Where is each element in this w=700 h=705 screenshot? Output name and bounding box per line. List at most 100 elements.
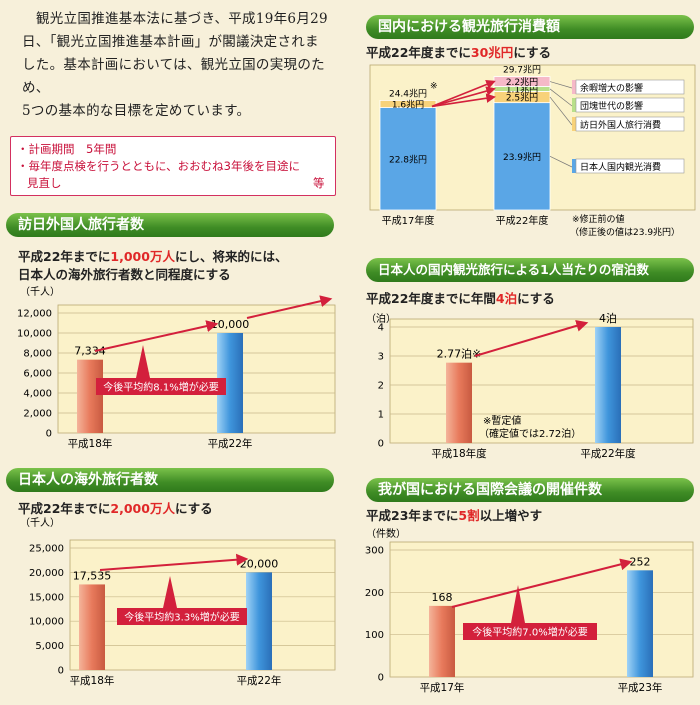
segment-label: 23.9兆円 bbox=[503, 152, 541, 163]
inbound-chart: （千人） 0 2,000 4,000 6,000 8,000 10,000 12,000 7,3… bbox=[17, 286, 336, 450]
y-axis-label: （泊） bbox=[366, 313, 396, 325]
consumption-header: 国内における観光旅行消費額 bbox=[366, 15, 694, 39]
legend-leader bbox=[549, 96, 573, 126]
tick-label: 2,000 bbox=[23, 409, 52, 420]
tick-label: 12,000 bbox=[17, 309, 52, 320]
growth-arrow bbox=[99, 553, 249, 571]
category-label: 平成18年度 bbox=[431, 447, 487, 460]
data-label: 7,334 bbox=[74, 345, 106, 358]
annotation-box bbox=[96, 378, 226, 395]
annotation-text: 今後平均約8.1%増が必要 bbox=[103, 381, 218, 394]
legend-label: 余暇増大の影響 bbox=[580, 82, 643, 94]
growth-arrow bbox=[474, 319, 589, 357]
growth-arrow bbox=[431, 86, 496, 108]
data-label: 252 bbox=[630, 555, 651, 568]
tick-label: 0 bbox=[378, 673, 384, 684]
total-label: 29.7兆円 bbox=[503, 65, 541, 76]
legend-label: 団塊世代の影響 bbox=[580, 100, 643, 112]
footnote: ※暫定値 bbox=[483, 414, 521, 427]
tick-label: 10,000 bbox=[29, 617, 64, 628]
bar bbox=[595, 327, 621, 443]
segment-label: 1.6兆円 bbox=[392, 99, 424, 110]
intro-line: 日、「観光立国推進基本計画」が閣議決定されま bbox=[22, 34, 319, 50]
growth-arrow bbox=[431, 79, 496, 108]
bar bbox=[246, 572, 272, 670]
inbound-header: 訪日外国人旅行者数 bbox=[6, 213, 334, 237]
tick-label: 2 bbox=[378, 381, 384, 392]
tick-label: 4,000 bbox=[23, 389, 52, 400]
bar bbox=[627, 570, 653, 677]
note-line: ・毎年度点検を行うとともに、おおむね3年後を目途に bbox=[17, 159, 300, 173]
tick-label: 15,000 bbox=[29, 592, 64, 603]
category-label: 平成22年度 bbox=[580, 447, 636, 460]
tick-label: 25,000 bbox=[29, 544, 64, 555]
category-label: 平成18年 bbox=[70, 674, 115, 687]
bar bbox=[79, 584, 105, 670]
annotation-box bbox=[463, 623, 597, 640]
plot-area bbox=[57, 304, 336, 434]
category-label: 平成22年度 bbox=[496, 214, 549, 227]
outbound-chart: （千人） 0 5,000 10,000 15,000 20,000 25,000 17,535… bbox=[20, 517, 336, 687]
consumption-chart: 22.8兆円1.6兆円24.4兆円平成17年度23.9兆円2.5兆円1.1兆円2… bbox=[369, 65, 696, 238]
conferences-subtitle: 平成23年までに5割以上増やす bbox=[366, 508, 543, 523]
footnote: （確定値では2.72泊） bbox=[479, 427, 581, 440]
note-line: 見直し bbox=[27, 176, 62, 190]
y-axis-label: （千人） bbox=[20, 517, 60, 529]
asterisk: ※ bbox=[430, 81, 438, 91]
footnote: ※修正前の値 bbox=[572, 213, 625, 225]
legend-leader bbox=[549, 88, 573, 107]
data-label: 20,000 bbox=[240, 557, 279, 570]
stack-segment bbox=[379, 107, 437, 211]
data-label: 2.77泊※ bbox=[437, 348, 482, 361]
legend-swatch bbox=[572, 80, 576, 94]
tick-label: 100 bbox=[365, 630, 384, 641]
tick-label: 300 bbox=[365, 546, 384, 557]
legend-box bbox=[575, 158, 685, 174]
stays-subtitle: 平成22年度までに年間4泊にする bbox=[366, 291, 555, 306]
note-line-end: 等 bbox=[313, 176, 325, 190]
data-label: 168 bbox=[432, 591, 453, 604]
legend-box bbox=[575, 79, 685, 95]
stack-segment bbox=[493, 102, 551, 211]
tick-label: 6,000 bbox=[23, 369, 52, 380]
plot-area bbox=[389, 318, 694, 444]
category-label: 平成22年 bbox=[237, 674, 282, 687]
segment-label: 1.1兆円 bbox=[506, 84, 538, 95]
y-axis-label: （千人） bbox=[20, 286, 60, 298]
tick-label: 0 bbox=[58, 666, 64, 677]
segment-label: 22.8兆円 bbox=[389, 154, 427, 165]
tick-label: 4 bbox=[378, 323, 384, 334]
data-label: 4泊 bbox=[599, 312, 617, 325]
inbound-subtitle: 平成22年までに1,000万人にし、将来的には、 bbox=[18, 249, 288, 264]
conferences-header: 我が国における国際会議の開催件数 bbox=[366, 478, 694, 502]
stays-header: 日本人の国内観光旅行による1人当たりの宿泊数 bbox=[366, 258, 694, 282]
intro-paragraph: 観光立国推進基本法に基づき、平成19年6月29 日、「観光立国推進基本計画」が閣… bbox=[22, 8, 340, 123]
category-label: 平成22年 bbox=[208, 437, 253, 450]
tick-label: 5,000 bbox=[35, 641, 64, 652]
category-label: 平成23年 bbox=[618, 681, 663, 694]
legend-leader bbox=[549, 156, 573, 168]
data-label: 17,535 bbox=[73, 569, 112, 582]
footnote: （修正後の値は23.9兆円） bbox=[570, 226, 680, 238]
note-line: ・計画期間 5年間 bbox=[17, 142, 117, 156]
tick-label: 20,000 bbox=[29, 568, 64, 579]
intro-line: 観光立国推進基本法に基づき、平成19年6月29 bbox=[36, 11, 328, 27]
annotation-text: 今後平均約3.3%増が必要 bbox=[124, 611, 239, 624]
plan-notes-box: ・計画期間 5年間 ・毎年度点検を行うとともに、おおむね3年後を目途に 見直し … bbox=[10, 136, 336, 196]
segment-label: 2.5兆円 bbox=[506, 93, 538, 104]
legend-leader bbox=[549, 81, 573, 89]
legend-label: 訪日外国人旅行消費 bbox=[580, 119, 661, 131]
bar bbox=[77, 359, 103, 433]
category-label: 平成18年 bbox=[68, 437, 113, 450]
plot-area bbox=[69, 539, 336, 671]
growth-arrow-extension bbox=[246, 295, 333, 319]
tick-label: 200 bbox=[365, 588, 384, 599]
inbound-subtitle-line2: 日本人の海外旅行者数と同程度にする bbox=[18, 267, 231, 282]
category-label: 平成17年度 bbox=[382, 214, 435, 227]
legend-box bbox=[575, 97, 685, 113]
intro-line: した。基本計画においては、観光立国の実現のため、 bbox=[22, 57, 325, 96]
legend-swatch bbox=[572, 117, 576, 131]
intro-line: 5つの基本的な目標を定めています。 bbox=[22, 103, 251, 119]
conferences-chart: （件数） 0 100 200 300 168 平成17年 252 平成23年 今後平均約7.0%増… bbox=[365, 527, 694, 694]
